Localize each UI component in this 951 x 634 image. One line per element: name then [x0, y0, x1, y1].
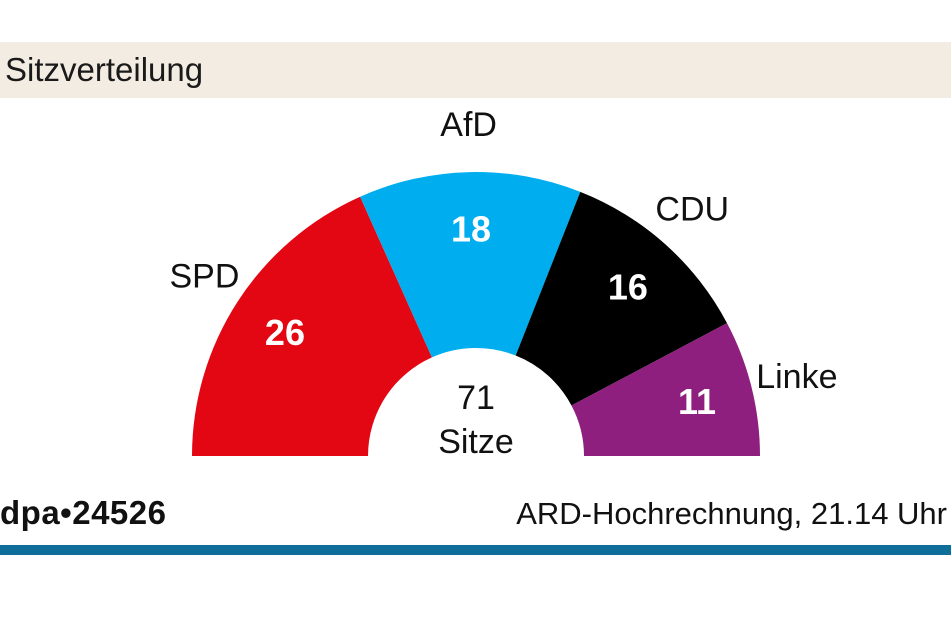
- title-bar: Sitzverteilung: [0, 42, 951, 98]
- value-label-linke: 11: [678, 381, 716, 422]
- party-label-afd: AfD: [440, 106, 497, 144]
- cropped-previous-text: [0, 0, 951, 40]
- source-credit: dpa•24526: [0, 494, 167, 531]
- party-label-cdu: CDU: [655, 191, 729, 229]
- segment-linke: [571, 323, 760, 456]
- total-seats-value: 71: [457, 379, 495, 417]
- value-label-cdu: 16: [608, 266, 648, 307]
- projection-note: ARD-Hochrechnung, 21.14 Uhr: [516, 496, 947, 531]
- bottom-rule: [0, 545, 951, 555]
- party-label-spd: SPD: [170, 257, 240, 295]
- segment-spd: [192, 196, 432, 456]
- chart-footer: dpa•24526 ARD-Hochrechnung, 21.14 Uhr: [0, 484, 951, 540]
- value-label-afd: 18: [451, 208, 491, 249]
- chart-title: Sitzverteilung: [5, 51, 204, 88]
- party-label-linke: Linke: [756, 358, 837, 396]
- segment-cdu: [515, 191, 728, 406]
- segment-afd: [360, 171, 581, 358]
- total-seats-label: Sitze: [438, 423, 514, 461]
- value-label-spd: 26: [265, 312, 305, 353]
